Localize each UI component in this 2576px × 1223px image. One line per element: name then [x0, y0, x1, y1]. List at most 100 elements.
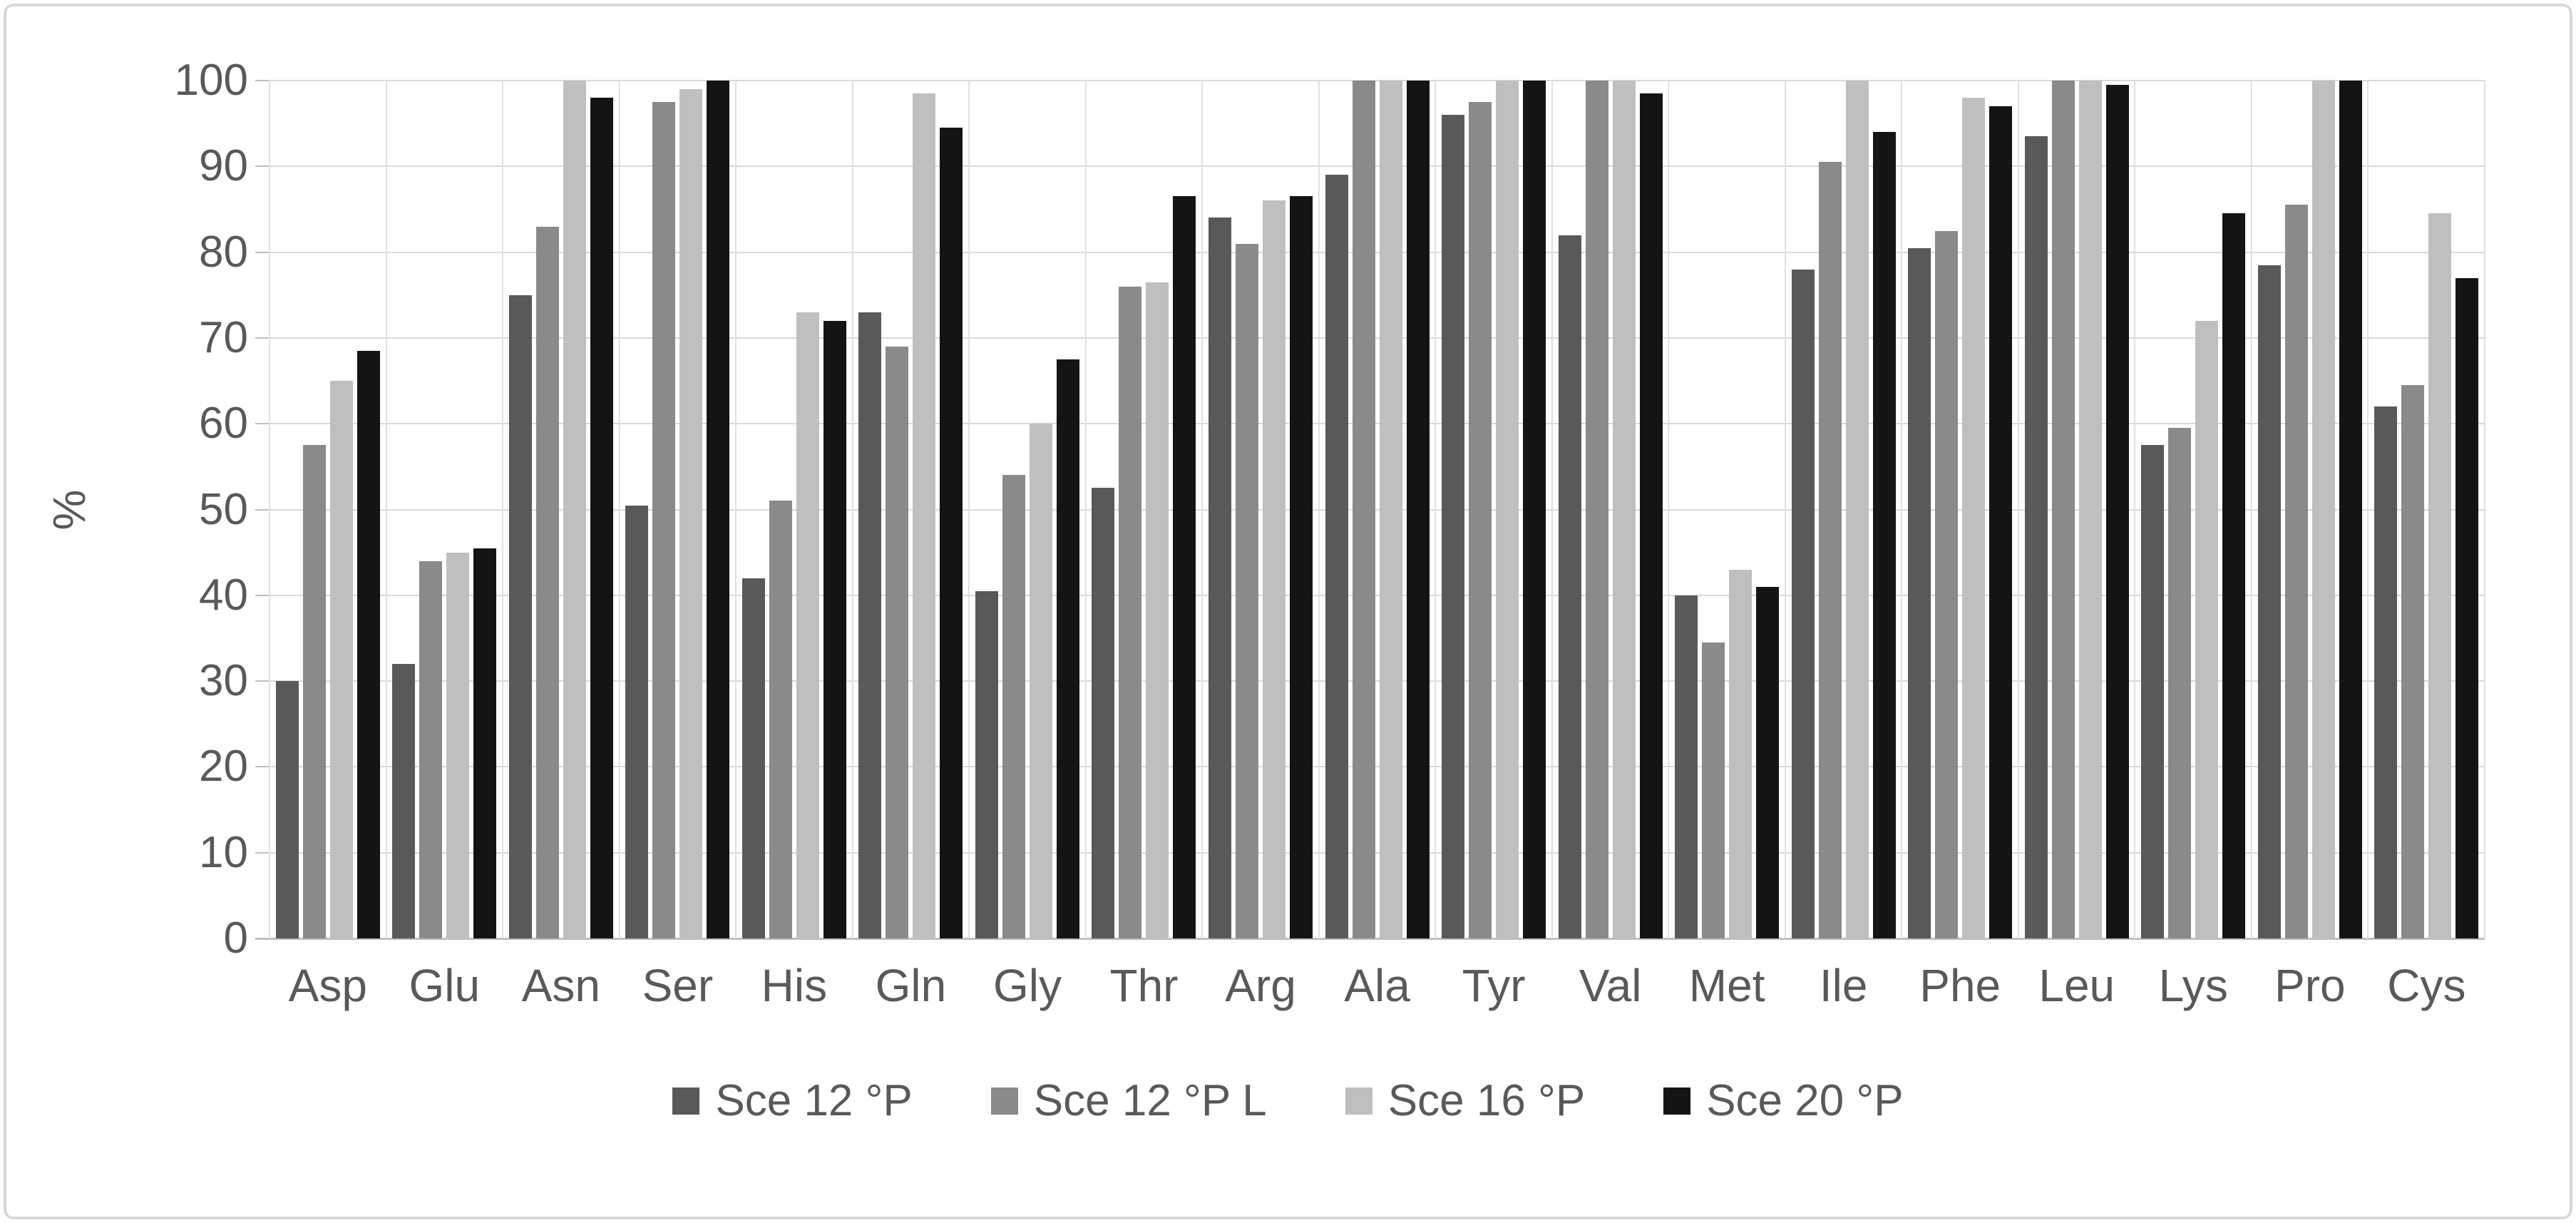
y-tick-label: 80	[199, 227, 248, 277]
bar-group	[969, 81, 1086, 938]
bar	[823, 320, 846, 938]
bar	[1935, 230, 1959, 938]
bar	[563, 81, 586, 938]
bar	[473, 548, 497, 938]
bar	[2456, 277, 2479, 938]
v-gridline	[968, 81, 970, 938]
bar-group	[1435, 81, 1552, 938]
legend-swatch	[672, 1087, 700, 1115]
x-category-label: Lys	[2158, 960, 2228, 1011]
v-gridline	[851, 81, 853, 938]
bar	[1791, 269, 1815, 938]
y-tick-label: 60	[199, 399, 248, 449]
bar	[1729, 569, 1753, 938]
x-category-label: Leu	[2038, 960, 2115, 1011]
y-tick-mark	[255, 851, 270, 854]
bar	[2105, 85, 2129, 938]
bar	[1290, 196, 1313, 938]
v-gridline	[2017, 81, 2019, 938]
bar-group	[1668, 81, 1785, 938]
v-gridline	[1084, 81, 1087, 938]
h-gridline	[270, 337, 2485, 339]
bar	[1263, 200, 1286, 938]
y-tick-mark	[255, 251, 270, 253]
bar	[1845, 81, 1869, 938]
bar	[1029, 424, 1052, 938]
v-gridline	[2484, 81, 2485, 938]
bar-group	[620, 81, 737, 938]
h-gridline	[270, 165, 2485, 168]
legend-label: Sce 12 °P L	[1033, 1076, 1267, 1125]
bar	[1092, 488, 1115, 938]
bar-group	[1319, 81, 1436, 938]
v-gridline	[1435, 81, 1437, 938]
bar	[1442, 115, 1465, 938]
y-tick-label: 50	[199, 484, 248, 534]
y-tick-mark	[255, 165, 270, 168]
bar	[975, 590, 998, 938]
legend-item: Sce 12 °P L	[990, 1075, 1267, 1126]
v-gridline	[269, 81, 270, 938]
bar	[769, 501, 792, 938]
bar	[1496, 81, 1519, 938]
x-category-label: Tyr	[1462, 960, 1526, 1011]
bar	[1056, 359, 1079, 938]
bar	[2141, 445, 2165, 938]
bar	[2428, 213, 2452, 938]
bar	[1236, 243, 1259, 938]
v-gridline	[735, 81, 737, 938]
bar	[796, 312, 819, 938]
x-category-label: Met	[1688, 960, 1765, 1011]
bar	[1639, 93, 1663, 938]
y-tick-label: 70	[199, 312, 248, 362]
bar	[356, 350, 380, 938]
x-category-label: Phe	[1919, 960, 2001, 1011]
bar	[1872, 132, 1896, 938]
bar	[1702, 642, 1725, 938]
legend-item: Sce 12 °P	[672, 1075, 913, 1126]
bar-group	[1086, 81, 1203, 938]
x-category-label: Arg	[1225, 960, 1296, 1011]
bar-group	[2135, 81, 2252, 938]
legend-swatch	[1345, 1087, 1372, 1115]
h-gridline	[270, 423, 2485, 425]
bar	[913, 93, 936, 938]
bar-group	[736, 81, 853, 938]
x-category-label: Asp	[288, 960, 367, 1011]
bar	[679, 89, 703, 938]
x-category-label: Asn	[521, 960, 600, 1011]
bar	[1146, 282, 1169, 938]
bar-group	[1785, 81, 1902, 938]
h-gridline	[270, 680, 2485, 682]
y-tick-label: 30	[199, 656, 248, 706]
x-category-label: Gly	[992, 960, 1062, 1011]
legend-label: Sce 16 °P	[1387, 1076, 1586, 1125]
bar	[2284, 205, 2308, 938]
y-tick-label: 10	[199, 827, 248, 877]
bar	[590, 98, 613, 938]
bar	[1352, 81, 1375, 938]
legend-label: Sce 12 °P	[715, 1076, 913, 1125]
y-tick-mark	[255, 594, 270, 596]
y-tick-mark	[255, 938, 270, 939]
v-gridline	[502, 81, 504, 938]
bar	[886, 346, 909, 938]
bar	[329, 381, 353, 938]
x-category-label: Ile	[1819, 960, 1868, 1011]
v-gridline	[618, 81, 620, 938]
bar	[1173, 196, 1196, 938]
bar-group	[503, 81, 620, 938]
bar	[2078, 81, 2102, 938]
bar	[2195, 320, 2219, 938]
y-tick-label: 0	[223, 914, 248, 963]
bar	[1908, 247, 1931, 938]
x-category-label: Ser	[642, 960, 714, 1011]
bar	[2401, 385, 2425, 938]
legend-swatch	[1663, 1087, 1691, 1115]
x-category-label: Gln	[875, 960, 947, 1011]
bar	[1379, 81, 1402, 938]
bar	[1119, 286, 1142, 938]
v-gridline	[385, 81, 387, 938]
h-gridline	[270, 251, 2485, 253]
bar	[707, 81, 730, 938]
